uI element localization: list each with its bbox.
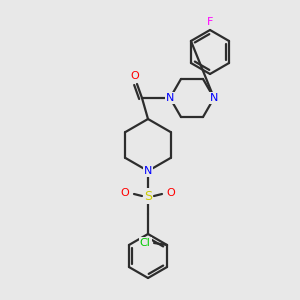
Text: S: S (144, 190, 152, 202)
Text: O: O (121, 188, 129, 198)
Text: N: N (210, 93, 218, 103)
Text: O: O (130, 71, 140, 81)
Text: O: O (167, 188, 176, 198)
Text: Cl: Cl (140, 238, 151, 248)
Text: N: N (166, 93, 174, 103)
Text: N: N (144, 166, 152, 176)
Text: F: F (207, 17, 213, 27)
